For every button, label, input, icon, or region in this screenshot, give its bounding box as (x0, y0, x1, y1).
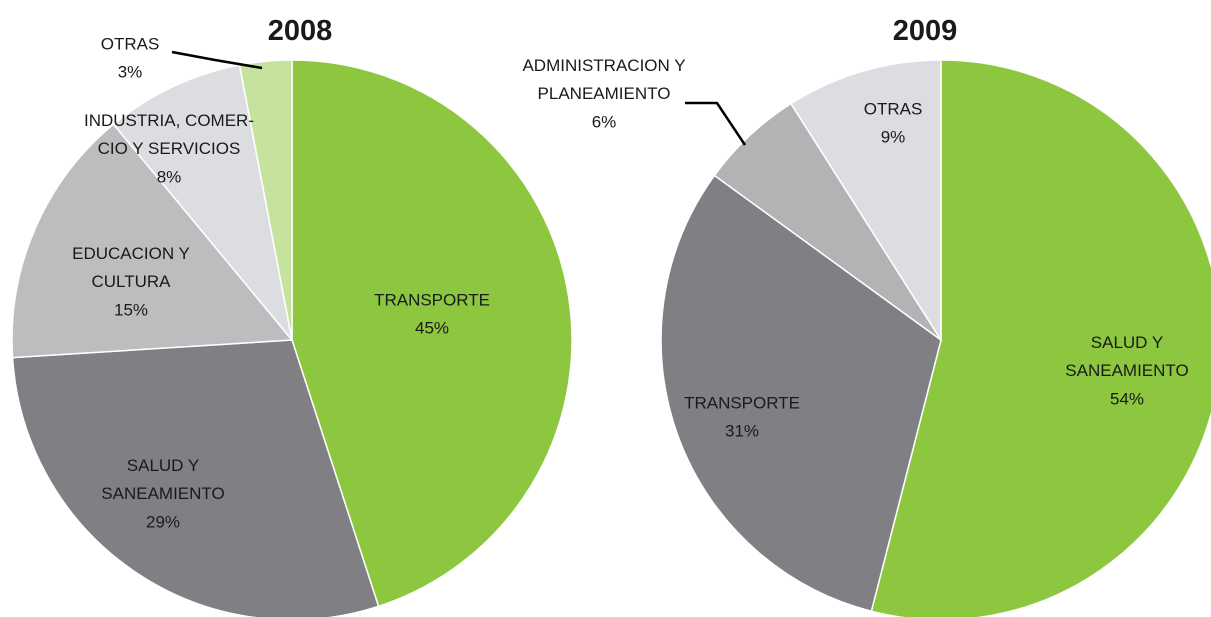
slice-label: TRANSPORTE (684, 393, 800, 412)
slice-value-label: 6% (592, 112, 617, 131)
slice-label: OTRAS (864, 99, 923, 118)
slice-label: TRANSPORTE (374, 290, 490, 309)
slice-value-label: 29% (146, 512, 180, 531)
chart-title: 2008 (268, 15, 333, 47)
slice-value-label: 15% (114, 300, 148, 319)
slice-label: EDUCACION Y CULTURA (72, 244, 190, 291)
slice-value-label: 54% (1110, 389, 1144, 408)
pie-slice (870, 59, 1211, 617)
slice-label: INDUSTRIA, COMER-CIO Y SERVICIOS (84, 111, 254, 158)
pie-slice (660, 174, 942, 613)
slice-label: SALUD Y SANEAMIENTO (1065, 333, 1188, 380)
pie-slice (789, 59, 942, 343)
slice-value-label: 3% (118, 62, 143, 81)
slice-label: ADMINISTRACION Y PLANEAMIENTO (522, 56, 685, 103)
slice-value-label: 31% (725, 421, 759, 440)
slices (11, 59, 1211, 617)
slice-value-label: 9% (881, 127, 906, 146)
pie-slice (11, 339, 380, 617)
chart-title: 2009 (893, 15, 958, 47)
leader-line (685, 101, 747, 146)
pie-slice (11, 123, 294, 359)
slice-label: SALUD Y SANEAMIENTO (101, 456, 224, 503)
slice-value-label: 45% (415, 318, 449, 337)
slice-value-label: 8% (157, 167, 182, 186)
pie-slice (112, 64, 293, 341)
leader-line (171, 50, 263, 70)
slice-label: OTRAS (101, 34, 160, 53)
pie-slice (291, 59, 573, 608)
